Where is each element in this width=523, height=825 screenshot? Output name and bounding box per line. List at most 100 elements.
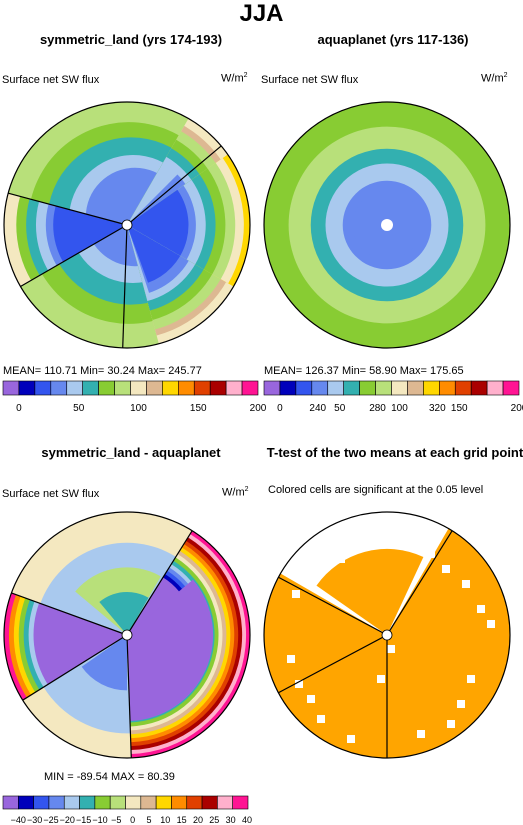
panel3-colorbar-label: 15 <box>177 815 187 825</box>
panel4-sector-line <box>386 530 453 636</box>
panel4-nonsig-cell <box>427 550 435 558</box>
panel2-colorbar-box <box>470 380 488 396</box>
panel4-map-border <box>263 511 511 759</box>
panel4-nonsig-cell <box>477 605 485 613</box>
panel4-pole <box>381 629 393 641</box>
panel1-sector-line <box>122 224 128 348</box>
panel1-colorbar-box <box>82 380 99 396</box>
panel4-nonsig-cell <box>287 655 295 663</box>
panel2-units: W/m2 <box>481 72 508 85</box>
panel2-colorbar-box <box>295 380 313 396</box>
panel4-nonsig-cell <box>447 720 455 728</box>
panel3-colorbar-box <box>171 795 188 810</box>
panel3-colorbar-label: 30 <box>226 815 236 825</box>
panel1-colorbar-label: 0 <box>16 403 22 414</box>
panel4-nonsig-cell <box>307 695 315 703</box>
panel3-colorbar-box <box>201 795 218 810</box>
panel1-colorbar-box <box>50 380 68 396</box>
panel4-nonsig-cell <box>457 700 465 708</box>
panel3-colorbar-label: 20 <box>193 815 203 825</box>
panel2-field-label: Surface net SW flux <box>261 74 359 86</box>
panel4-nonsig-cell <box>327 540 335 548</box>
panel2-map <box>263 101 511 349</box>
panel1-field-label: Surface net SW flux <box>2 74 100 86</box>
panel1-map-border <box>3 101 251 349</box>
panel1-colorbar-box <box>193 380 211 396</box>
panel3-colorbar-box <box>155 795 172 810</box>
panel2-colorbar-box <box>279 380 297 396</box>
panel4-nonsig-cell <box>387 645 395 653</box>
panel4-nonsig-cell <box>317 715 325 723</box>
panel3-field-label: Surface net SW flux <box>2 488 100 500</box>
panel2-colorbar-label: 50 <box>334 403 346 414</box>
panel3-colorbar-label: −40 <box>11 815 26 825</box>
panel3-colorbar-label: −15 <box>76 815 91 825</box>
panel3-band <box>34 603 127 684</box>
panel1-sector-line <box>8 192 128 226</box>
panel4-nonsig-cell <box>442 565 450 573</box>
panel3-colorbar-label: −20 <box>60 815 75 825</box>
panel3-band <box>99 591 149 635</box>
panel3-sector-line <box>11 592 128 636</box>
panel1-colorbar-label: 50 <box>73 403 85 414</box>
panel4-nonsig-cell <box>295 680 303 688</box>
panel2-colorbar-label: 150 <box>451 403 468 414</box>
panel3-colorbar-box <box>232 795 249 810</box>
panel2-map-border <box>263 101 511 349</box>
panel2-colorbar-box <box>502 380 520 396</box>
panel2-pole <box>381 219 393 231</box>
panel1-colorbar-box <box>2 380 20 396</box>
panel1-colorbar-box <box>209 380 227 396</box>
panel1-units: W/m2 <box>221 72 248 85</box>
panel2-colorbar-box <box>263 380 281 396</box>
panel3-band <box>81 635 127 691</box>
panel2-colorbar-box <box>327 380 344 396</box>
panel4-nonsig-cell <box>417 730 425 738</box>
panel4-nonsig-cell <box>317 565 325 573</box>
panel3-colorbar-label: 40 <box>242 815 252 825</box>
panel4-nonsig-cell <box>377 675 385 683</box>
panel3-colorbar-box <box>33 795 50 810</box>
panel4-nonsig-cell <box>347 735 355 743</box>
panel2-title: aquaplanet (yrs 117-136) <box>317 32 469 47</box>
panel3-sector-line <box>126 530 193 636</box>
panel1-colorbar-box <box>241 380 259 396</box>
panel4-nonsig-cell <box>462 580 470 588</box>
panel1-colorbar-label: 280 <box>369 403 386 414</box>
panel1-colorbar-box <box>18 380 36 396</box>
panel3-map-border <box>3 511 251 759</box>
panel4-note: Colored cells are significant at the 0.0… <box>268 484 484 496</box>
panel3-stats: MIN = -89.54 MAX = 80.39 <box>44 771 175 783</box>
panel3-colorbar-label: −25 <box>43 815 58 825</box>
panel1-colorbar-label: 320 <box>429 403 446 414</box>
panel4-map <box>263 511 511 759</box>
panel4-nonsig-cell <box>367 535 375 543</box>
panel1-colorbar-box <box>98 380 115 396</box>
panel1-colorbar-label: 150 <box>190 403 207 414</box>
panel2-colorbar-box <box>311 380 329 396</box>
panel3-title: symmetric_land - aquaplanet <box>41 445 221 460</box>
panel3-colorbar-box <box>79 795 96 810</box>
panel2-colorbar-box <box>391 380 408 396</box>
panel1-colorbar-label: 100 <box>130 403 147 414</box>
panel1-colorbar-box <box>225 380 243 396</box>
panel3-colorbar-box <box>109 795 126 810</box>
panel4-nonsig-cell <box>487 620 495 628</box>
panel1-colorbar-box <box>146 380 163 396</box>
panel3-colorbar-box <box>140 795 157 810</box>
panel3-colorbar-label: 25 <box>209 815 219 825</box>
panel4-significant-area <box>316 548 424 635</box>
panel4-nonsig-cell <box>467 675 475 683</box>
panel1-band <box>53 205 127 262</box>
panel3-colorbar-box <box>125 795 142 810</box>
panel4-sector-line <box>278 576 388 636</box>
panel1-colorbar-label: 240 <box>309 403 326 414</box>
panel3-colorbar-label: −5 <box>111 815 121 825</box>
panel3-colorbar-label: −30 <box>27 815 42 825</box>
panel2-colorbar-box <box>439 380 456 396</box>
panel3-units: W/m2 <box>222 486 249 499</box>
panel1-colorbar: 0 50 100 150 200 240 280 320 <box>2 380 446 414</box>
panel4-sector-line <box>278 634 388 694</box>
panel2-colorbar-label: 200 <box>511 403 523 414</box>
